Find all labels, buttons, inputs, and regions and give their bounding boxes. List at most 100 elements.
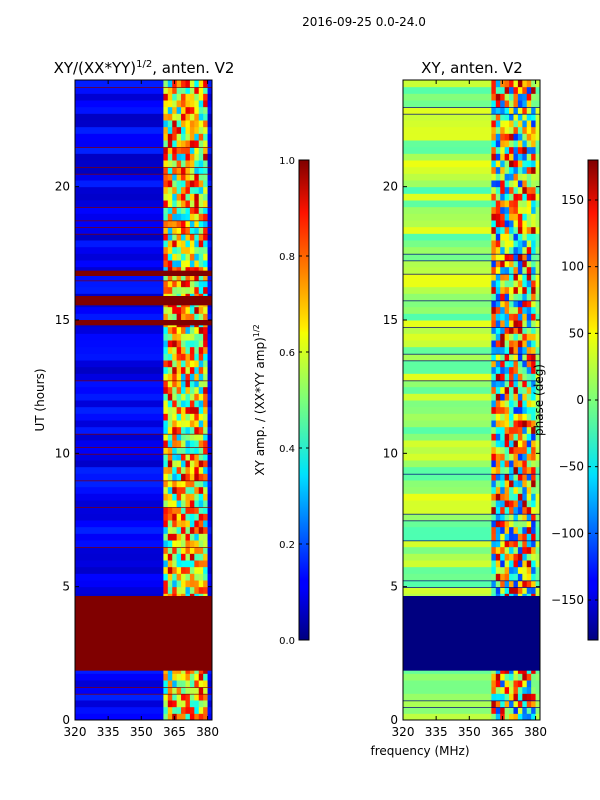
right-heatmap-cell [491,493,497,501]
left-heatmap-cell [172,126,177,134]
left-heatmap-cell [176,526,182,534]
right-heatmap-edge [535,306,540,314]
right-heatmap-cell [522,513,528,521]
left-heatmap-flag-line [75,86,212,88]
left-heatmap-cell [203,433,208,441]
right-heatmap-cell [513,500,519,508]
right-heatmap-cell [517,520,523,528]
right-heatmap-edge [535,706,540,714]
right-heatmap-cell [509,520,514,528]
left-heatmap-cell [181,426,186,434]
right-heatmap-cell [531,680,536,688]
right-heatmap-cell [500,680,505,688]
right-heatmap-cell [531,473,536,481]
left-heatmap-cell [163,313,169,321]
right-heatmap-cell [526,466,532,474]
left-heatmap-edge [207,286,212,294]
left-heatmap-cell [163,480,169,488]
left-heatmap-cell [189,566,195,574]
right-heatmap-cell [495,113,501,121]
left-heatmap-flag-line [75,280,212,282]
left-heatmap-edge [207,693,212,701]
left-heatmap-cell [194,366,200,374]
right-heatmap-cell [517,433,523,441]
right-heatmap-row [403,160,492,168]
left-heatmap-cell [176,520,182,528]
left-heatmap-cell [181,193,186,201]
right-heatmap-cell [491,193,497,201]
left-heatmap-cell [185,193,191,201]
right-heatmap-cell [531,700,536,708]
left-heatmap-cell [189,160,195,168]
left-heatmap-cell [163,680,169,688]
right-heatmap-cell [531,240,536,248]
left-colorbar-tick-label: 0.6 [279,348,295,359]
right-heatmap-cell [504,220,510,228]
left-heatmap-cell [189,706,195,714]
left-heatmap-cell [194,546,200,554]
right-heatmap-edge [535,453,540,461]
right-heatmap-cell [517,586,523,594]
right-heatmap-cell [526,406,532,414]
left-heatmap-cell [189,333,195,341]
left-heatmap-cell [163,700,169,708]
left-heatmap-cell [189,540,195,548]
left-heatmap-cell [189,426,195,434]
right-heatmap-cell [495,500,501,508]
right-heatmap-cell [513,713,519,720]
left-heatmap-cell [176,180,182,188]
left-heatmap-cell [198,380,204,388]
right-heatmap-cell [495,220,501,228]
right-heatmap-cell [509,546,514,554]
right-heatmap-cell [504,140,510,148]
right-heatmap-cell [495,306,501,314]
left-heatmap-cell [176,366,182,374]
right-heatmap-cell [495,566,501,574]
right-heatmap-cell [522,553,528,561]
left-heatmap-cell [176,240,182,248]
right-heatmap-cell [491,140,497,148]
right-heatmap-cell [491,326,497,334]
right-heatmap-cell [526,280,532,288]
left-heatmap-cell [176,493,182,501]
left-heatmap-edge [207,126,212,134]
left-heatmap-cell [167,346,173,354]
right-heatmap-cell [517,180,523,188]
right-heatmap-cell [513,506,519,514]
left-heatmap-cell [167,440,173,448]
right-heatmap-cell [517,340,523,348]
left-heatmap-cell [167,213,173,221]
left-heatmap-cell [176,706,182,714]
right-heatmap-cell [531,586,536,594]
right-heatmap-cell [531,233,536,241]
right-heatmap-cell [491,86,497,94]
left-heatmap-row [75,126,164,134]
left-heatmap-cell [176,100,182,108]
right-heatmap-cell [504,306,510,314]
right-heatmap-cell [522,533,528,541]
left-heatmap-cell [194,86,200,94]
left-heatmap-cell [176,433,182,441]
right-heatmap-cell [513,513,519,521]
left-heatmap-cell [194,160,200,168]
right-heatmap-edge [535,206,540,214]
left-heatmap-cell [185,426,191,434]
right-heatmap-cell [500,366,505,374]
left-heatmap-cell [167,493,173,501]
left-heatmap-cell [198,480,204,488]
left-heatmap-row [75,120,164,128]
left-heatmap-cell [176,513,182,521]
right-heatmap-cell [522,220,528,228]
left-heatmap-cell [198,173,204,181]
right-heatmap-cell [491,126,497,134]
right-heatmap-row [403,180,492,188]
right-heatmap-edge [535,433,540,441]
left-heatmap-edge [207,233,212,241]
right-heatmap-edge [535,680,540,688]
left-heatmap-cell [189,240,195,248]
left-heatmap-cell [194,213,200,221]
right-colorbar-tick-label: −100 [551,526,584,540]
left-heatmap-cell [185,673,191,681]
left-heatmap-edge [207,240,212,248]
left-heatmap-cell [163,266,169,274]
